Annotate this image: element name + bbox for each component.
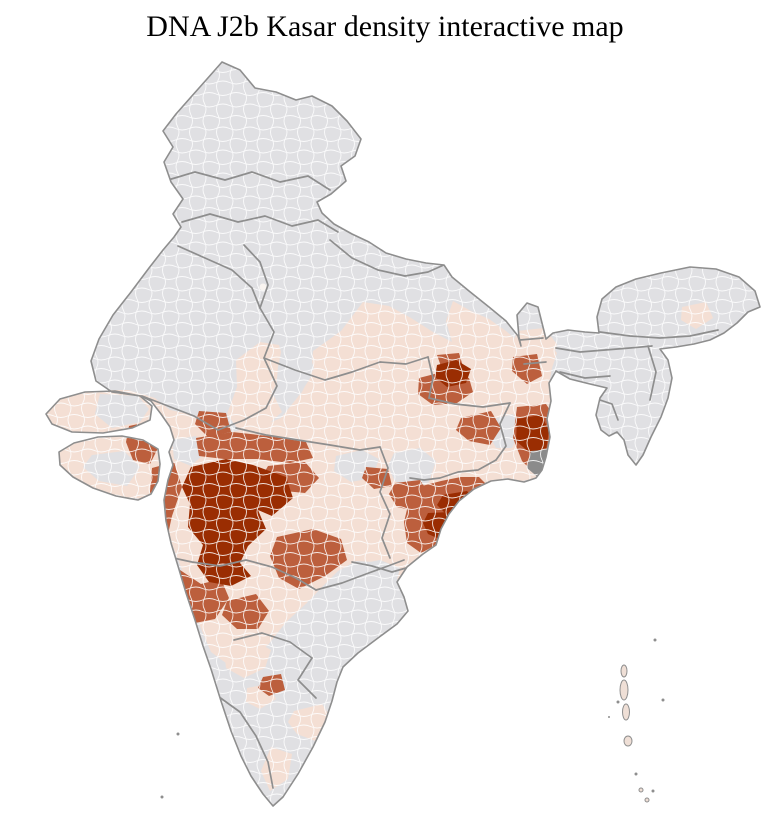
islet-3 bbox=[616, 700, 620, 704]
island-car-nicobar[interactable] bbox=[638, 787, 644, 793]
state-borders bbox=[141, 171, 719, 789]
islet-6 bbox=[651, 789, 655, 793]
page-title: DNA J2b Kasar density interactive map bbox=[146, 10, 624, 43]
island-north-andaman[interactable] bbox=[620, 664, 628, 678]
islet-5 bbox=[634, 772, 638, 776]
island-south-andaman[interactable] bbox=[622, 703, 630, 721]
islet-2 bbox=[661, 698, 665, 702]
islet-4 bbox=[608, 716, 610, 718]
islet-lakshadweep-2 bbox=[160, 795, 164, 799]
country-outline bbox=[45, 61, 761, 807]
islet-lakshadweep-1 bbox=[176, 732, 180, 736]
island-middle-andaman[interactable] bbox=[619, 679, 629, 701]
andaman-nicobar-islands[interactable] bbox=[160, 638, 665, 803]
islet-1 bbox=[653, 638, 657, 642]
island-great-nicobar[interactable] bbox=[644, 797, 650, 803]
district-mesh-overlay bbox=[46, 62, 760, 806]
island-little-andaman[interactable] bbox=[623, 735, 633, 747]
